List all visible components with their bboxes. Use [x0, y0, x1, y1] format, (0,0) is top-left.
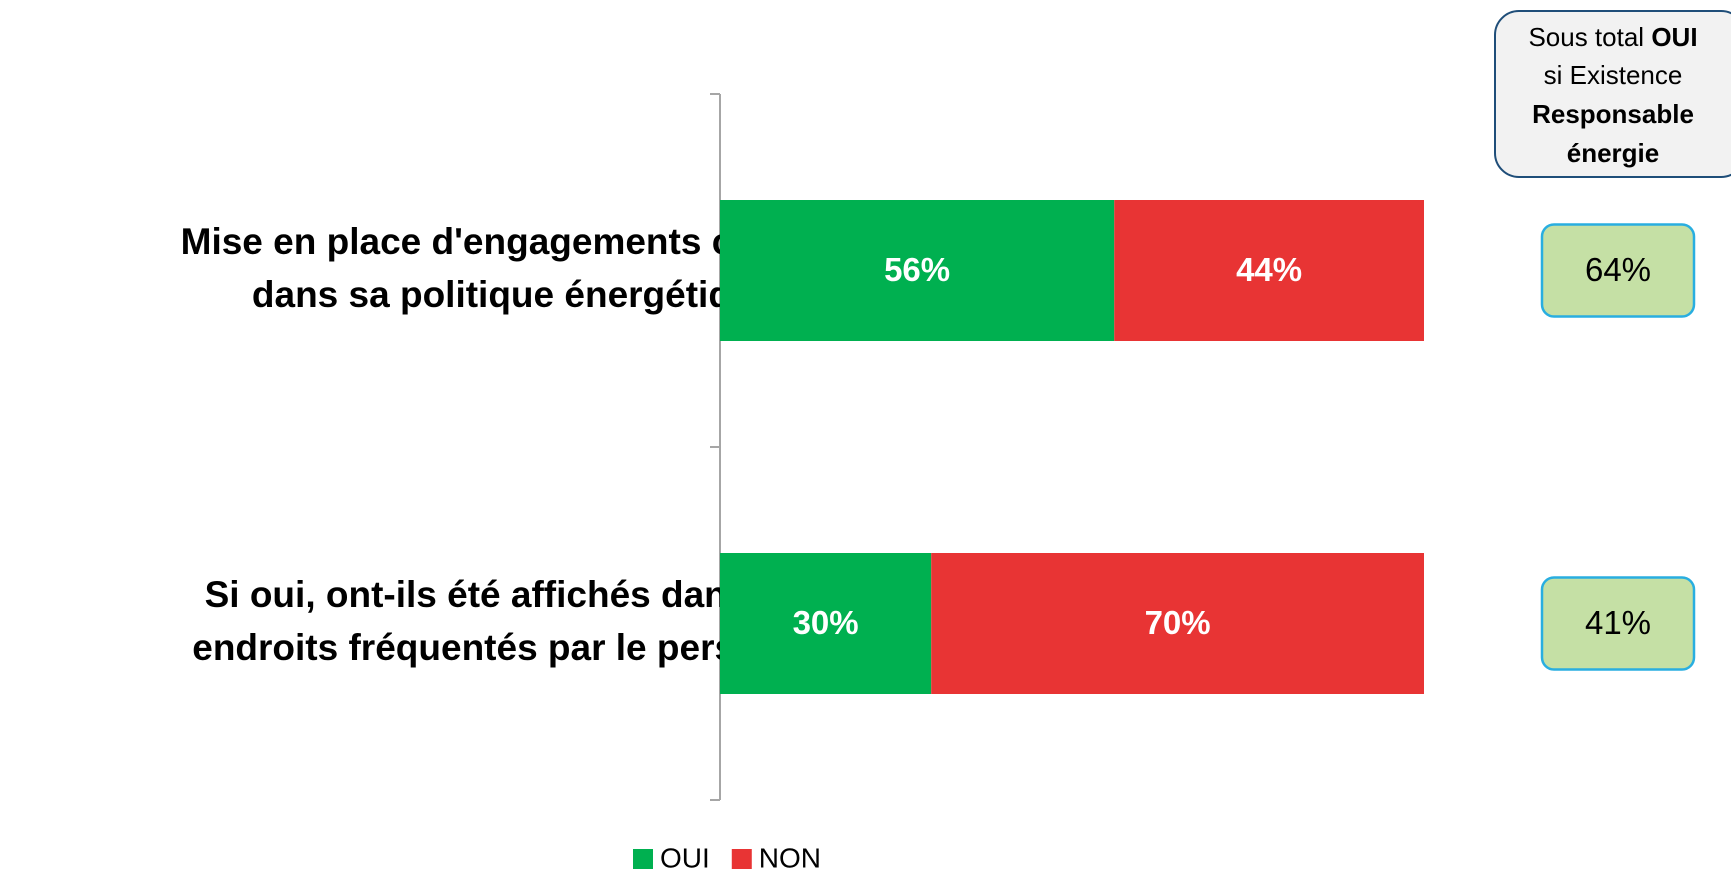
legend-label: OUI — [660, 842, 710, 872]
legend-label: NON — [759, 842, 821, 872]
value-label: 30% — [793, 604, 859, 641]
subtotal-value: 41% — [1585, 604, 1651, 641]
subtotal-box — [1540, 223, 1696, 318]
bar-segment — [720, 553, 932, 694]
category-label: Si oui, ont-ils été affichés dans des — [205, 574, 822, 615]
value-label: 44% — [1236, 251, 1302, 288]
subtotal-header-part: OUI — [1651, 22, 1697, 52]
subtotal-header: Sous total OUI — [1528, 22, 1697, 52]
legend-swatch — [633, 849, 653, 869]
bar-segment — [720, 200, 1115, 341]
subtotal-header: Responsable — [1532, 99, 1694, 129]
subtotal-value: 64% — [1585, 251, 1651, 288]
value-label: 56% — [884, 251, 950, 288]
subtotal-header-box — [1494, 10, 1731, 178]
bar-segment — [931, 553, 1424, 694]
category-label: dans sa politique énergétique — [252, 274, 774, 315]
subtotal-header-part: Sous total — [1528, 22, 1644, 52]
subtotal-header: énergie — [1567, 138, 1660, 168]
bar-segment — [1114, 200, 1424, 341]
subtotal-box — [1540, 576, 1696, 671]
subtotal-header: si Existence — [1544, 60, 1683, 90]
value-label: 70% — [1145, 604, 1211, 641]
legend-swatch — [731, 849, 752, 869]
